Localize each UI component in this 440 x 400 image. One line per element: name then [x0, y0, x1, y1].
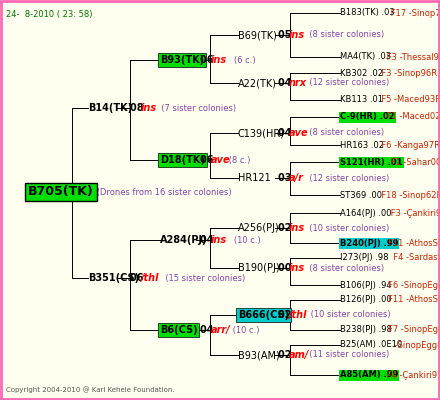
Text: F11 -AthosSt80R: F11 -AthosSt80R	[388, 296, 440, 304]
Text: C-9(HR) .02: C-9(HR) .02	[340, 112, 395, 122]
Text: C139(HR): C139(HR)	[238, 128, 285, 138]
Text: B25(AM) .0E10: B25(AM) .0E10	[340, 340, 402, 350]
Text: arr/: arr/	[211, 325, 231, 335]
Text: 09: 09	[68, 187, 85, 197]
Text: F4 -Sardast93R: F4 -Sardast93R	[388, 254, 440, 262]
Text: ST369 .00: ST369 .00	[340, 190, 382, 200]
Text: B666(CS): B666(CS)	[238, 310, 289, 320]
Text: am/: am/	[289, 350, 309, 360]
Text: F7 -SinopEgg86R: F7 -SinopEgg86R	[388, 326, 440, 334]
Text: B93(TK): B93(TK)	[160, 55, 204, 65]
Text: B106(PJ) .94: B106(PJ) .94	[340, 280, 392, 290]
Text: (8 sister colonies): (8 sister colonies)	[304, 30, 384, 40]
Text: hbg: hbg	[79, 187, 100, 197]
Text: KB302 .02: KB302 .02	[340, 68, 383, 78]
Text: /thl: /thl	[141, 273, 159, 283]
Text: B190(PJ): B190(PJ)	[238, 263, 280, 273]
Text: (10 sister colonies): (10 sister colonies)	[308, 310, 391, 320]
Text: HR163 .02: HR163 .02	[340, 140, 384, 150]
Text: (8 c.): (8 c.)	[225, 156, 250, 164]
Text: S121(HR) .01: S121(HR) .01	[340, 158, 403, 166]
Text: 24-  8-2010 ( 23: 58): 24- 8-2010 ( 23: 58)	[6, 10, 92, 19]
Text: 04: 04	[278, 128, 295, 138]
Text: B705(TK): B705(TK)	[28, 187, 86, 197]
Text: -SinopEgg86R: -SinopEgg86R	[392, 340, 440, 350]
Text: (10 sister colonies): (10 sister colonies)	[304, 224, 389, 232]
Text: 06: 06	[200, 155, 217, 165]
Text: B126(PJ) .00: B126(PJ) .00	[340, 296, 392, 304]
Text: (8 sister colonies): (8 sister colonies)	[304, 264, 384, 272]
Text: F6 -SinopEgg86R: F6 -SinopEgg86R	[388, 280, 440, 290]
Text: I273(PJ) .98: I273(PJ) .98	[340, 254, 389, 262]
Text: nrx: nrx	[289, 78, 307, 88]
Text: 00: 00	[278, 263, 295, 273]
Text: (10 c.): (10 c.)	[225, 236, 260, 244]
Text: 02: 02	[278, 350, 295, 360]
Text: F3 -Sinop96R: F3 -Sinop96R	[376, 68, 437, 78]
Text: (15 sister colonies): (15 sister colonies)	[160, 274, 245, 282]
Text: a/r: a/r	[289, 173, 304, 183]
Text: 02: 02	[278, 310, 295, 320]
Text: F3 -Çankiri97R: F3 -Çankiri97R	[388, 208, 440, 218]
Text: 06: 06	[200, 55, 217, 65]
Text: 06: 06	[130, 273, 147, 283]
Text: B240(PJ) .99: B240(PJ) .99	[340, 238, 398, 248]
Text: 04: 04	[200, 235, 217, 245]
Text: A284(PJ): A284(PJ)	[160, 235, 208, 245]
Text: F6 -Kanga97R: F6 -Kanga97R	[376, 140, 440, 150]
Text: /thl: /thl	[289, 310, 308, 320]
Text: ave: ave	[289, 128, 308, 138]
Text: A22(TK): A22(TK)	[238, 78, 277, 88]
Text: ins: ins	[289, 263, 305, 273]
Text: D18(TK): D18(TK)	[160, 155, 205, 165]
Text: F4 -Çankiri97R: F4 -Çankiri97R	[384, 370, 440, 380]
Text: 03: 03	[278, 173, 295, 183]
Text: MA4(TK) .03: MA4(TK) .03	[340, 52, 391, 62]
Text: (12 sister colonies): (12 sister colonies)	[304, 78, 389, 88]
Text: F5 -Maced93R: F5 -Maced93R	[376, 96, 440, 104]
Text: (7 sister colonies): (7 sister colonies)	[155, 104, 236, 112]
Text: B183(TK) .03: B183(TK) .03	[340, 8, 395, 18]
Text: 08: 08	[130, 103, 147, 113]
Text: B705(TK): B705(TK)	[28, 186, 94, 198]
Text: 04: 04	[200, 325, 217, 335]
Text: B351(CS): B351(CS)	[88, 273, 139, 283]
Text: B69(TK): B69(TK)	[238, 30, 277, 40]
Text: F1 -Maced02Q: F1 -Maced02Q	[384, 112, 440, 122]
Text: ins: ins	[141, 103, 157, 113]
Text: F18 -Sinop62R: F18 -Sinop62R	[376, 190, 440, 200]
Text: A256(PJ): A256(PJ)	[238, 223, 280, 233]
Text: KB113 .01: KB113 .01	[340, 96, 383, 104]
Text: B93(AM): B93(AM)	[238, 350, 280, 360]
Text: A164(PJ) .00: A164(PJ) .00	[340, 208, 392, 218]
Text: ins: ins	[289, 30, 305, 40]
Text: F1 -Sahar00Q: F1 -Sahar00Q	[388, 158, 440, 166]
Text: (12 sister colonies): (12 sister colonies)	[304, 174, 389, 182]
Text: F17 -Sinop72R: F17 -Sinop72R	[388, 8, 440, 18]
Text: B238(PJ) .98: B238(PJ) .98	[340, 326, 392, 334]
Text: ins: ins	[211, 235, 227, 245]
Text: (11 sister colonies): (11 sister colonies)	[304, 350, 389, 360]
Text: (6 c.): (6 c.)	[225, 56, 255, 64]
Text: B6(CS): B6(CS)	[160, 325, 198, 335]
Text: F11 -AthosSt80R: F11 -AthosSt80R	[388, 238, 440, 248]
Text: (10 c.): (10 c.)	[230, 326, 260, 334]
Text: (8 sister colonies): (8 sister colonies)	[304, 128, 384, 138]
Text: Copyright 2004-2010 @ Karl Kehele Foundation.: Copyright 2004-2010 @ Karl Kehele Founda…	[6, 386, 175, 393]
Text: 05: 05	[278, 30, 295, 40]
Text: 02: 02	[278, 223, 295, 233]
Text: A85(AM) .99: A85(AM) .99	[340, 370, 398, 380]
Text: HR121: HR121	[238, 173, 271, 183]
Text: ins: ins	[289, 223, 305, 233]
Text: B14(TK): B14(TK)	[88, 103, 132, 113]
Text: (Drones from 16 sister colonies): (Drones from 16 sister colonies)	[93, 188, 231, 196]
Text: ave: ave	[211, 155, 231, 165]
Text: 04: 04	[278, 78, 295, 88]
Text: ins: ins	[211, 55, 227, 65]
Text: F3 -Thessal99R: F3 -Thessal99R	[384, 52, 440, 62]
